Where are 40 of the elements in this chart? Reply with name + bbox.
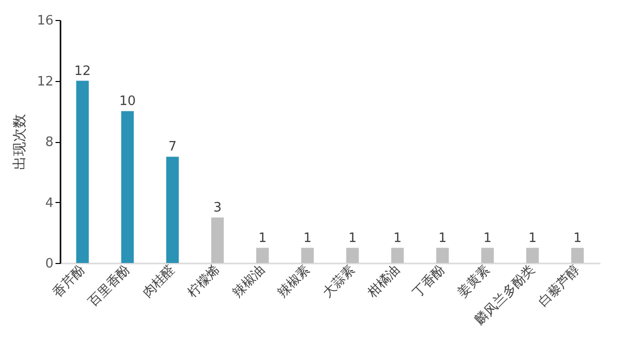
data-label: 12 [74,64,91,79]
y-tick-label: 8 [45,135,54,150]
y-tick-label: 0 [45,256,54,272]
data-label: 1 [528,230,537,246]
bar [571,248,584,263]
data-label: 1 [393,230,402,246]
bar [121,111,134,263]
data-label: 1 [303,230,312,246]
y-tick-label: 12 [36,74,54,90]
x-tick-label: 姜黄素 [454,262,494,301]
bar [346,248,359,263]
x-tick-label: 柠檬烯 [184,262,224,301]
data-label: 1 [573,230,582,246]
bar [391,248,404,263]
data-label: 1 [348,230,357,246]
bar [256,248,269,263]
x-tick-label: 肉桂醛 [140,262,178,301]
data-label: 7 [168,140,177,155]
data-label: 1 [483,230,492,246]
data-label: 1 [438,230,447,246]
x-tick-label: 百里香酚 [86,262,134,310]
y-axis-title: 出现次数 [12,114,28,170]
x-tick-label: 辣椒素 [274,262,314,301]
y-tick-label: 4 [45,196,54,211]
bar [76,80,89,263]
bar [481,248,494,263]
bar [301,248,314,263]
data-label: 3 [213,200,222,216]
data-label: 10 [119,94,136,110]
data-label: 1 [258,230,267,246]
y-tick-label: 16 [36,14,54,28]
x-tick-label: 柑橘油 [364,262,404,302]
bar [526,248,539,263]
bar [211,217,224,263]
x-tick-label: 辣椒油 [230,262,268,301]
x-tick-label: 大蒜素 [320,262,358,301]
bar [166,156,179,263]
x-tick-label: 白藜芦醇 [536,262,584,310]
bar [436,248,449,263]
x-tick-label: 丁香酚 [410,262,448,301]
